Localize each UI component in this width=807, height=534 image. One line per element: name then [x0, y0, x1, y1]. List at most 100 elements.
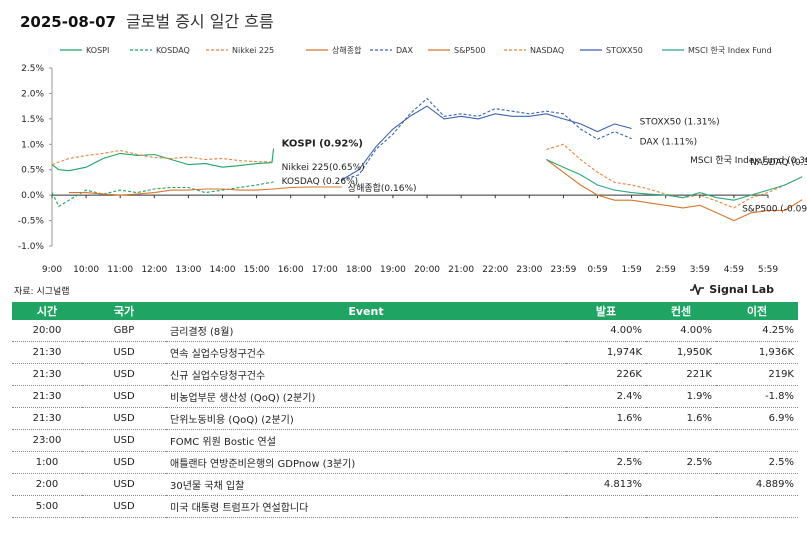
- cell-consensus: 4.00%: [646, 320, 716, 342]
- cell-country: USD: [82, 385, 166, 408]
- cell-actual: 2.5%: [566, 451, 646, 474]
- cell-actual: 1,974K: [566, 341, 646, 364]
- series-end-label: KOSDAQ (0.26%): [282, 177, 359, 187]
- column-header-country: 국가: [82, 302, 166, 320]
- source-note: 자료: 시그널랩: [14, 287, 70, 297]
- cell-event: 비농업부문 생산성 (QoQ) (2분기): [166, 385, 566, 408]
- cell-event: FOMC 위원 Bostic 연설: [166, 429, 566, 452]
- y-tick-label: 0.0%: [21, 191, 44, 201]
- cell-consensus: 1.9%: [646, 385, 716, 408]
- cell-consensus: [646, 495, 716, 518]
- x-tick-label: 3:59: [690, 265, 710, 275]
- cell-previous: 2.5%: [716, 451, 798, 474]
- x-tick-label: 13:00: [175, 265, 201, 275]
- cell-country: USD: [82, 341, 166, 364]
- y-tick-label: 2.5%: [21, 64, 44, 74]
- cell-actual: 1.6%: [566, 407, 646, 430]
- table-row: 21:30 USD 단위노동비용 (QoQ) (2분기) 1.6% 1.6% 6.9%: [12, 407, 798, 430]
- cell-event: 금리결정 (8월): [166, 320, 566, 342]
- table-row: 21:30 USD 비농업부문 생산성 (QoQ) (2분기) 2.4% 1.9% -1.…: [12, 385, 798, 408]
- series-end-label: NASDAQ (0.36%): [750, 158, 807, 168]
- cell-time: 21:30: [12, 363, 82, 386]
- cell-consensus: 1,950K: [646, 341, 716, 364]
- series-end-label: MSCI 한국 Index Fund (0.36%): [690, 155, 807, 166]
- brand-logo: Signal Lab: [690, 283, 774, 296]
- column-header-consensus: 컨센: [646, 302, 716, 320]
- x-tick-label: 17:00: [312, 265, 338, 275]
- x-tick-label: 15:00: [244, 265, 270, 275]
- cell-time: 21:30: [12, 407, 82, 430]
- cell-previous: 6.9%: [716, 407, 798, 430]
- cell-consensus: [646, 473, 716, 496]
- x-tick-label: 0:59: [587, 265, 607, 275]
- x-tick-label: 11:00: [107, 265, 133, 275]
- cell-consensus: [646, 429, 716, 452]
- table-row: 2:00 USD 30년물 국채 입찰 4.813% 4.889%: [12, 473, 798, 496]
- series-end-label: KOSPI (0.92%): [282, 138, 363, 149]
- x-tick-label: 21:00: [448, 265, 474, 275]
- x-tick-label: 18:00: [346, 265, 372, 275]
- cell-previous: [716, 495, 798, 518]
- column-header-actual: 발표: [566, 302, 646, 320]
- table-row: 1:00 USD 애틀랜타 연방준비은행의 GDPnow (3분기) 2.5% 2.5%…: [12, 451, 798, 474]
- series-line: [51, 148, 275, 172]
- y-tick-label: 1.5%: [21, 115, 44, 125]
- legend-entry: KOSDAQ: [156, 46, 190, 55]
- cell-country: USD: [82, 429, 166, 452]
- table-row: 20:00 GBP 금리결정 (8월) 4.00% 4.00% 4.25%: [12, 320, 798, 342]
- table-header-row: 시간 국가 Event 발표 컨센 이전: [12, 302, 798, 320]
- x-tick-label: 19:00: [380, 265, 406, 275]
- cell-time: 23:00: [12, 429, 82, 452]
- x-tick-label: 2:59: [656, 265, 676, 275]
- legend-entry: STOXX50: [606, 46, 643, 55]
- cell-event: 연속 실업수당청구건수: [166, 341, 566, 364]
- source-row: 자료: 시그널랩 Signal Lab: [14, 283, 794, 300]
- legend-entry: MSCI 한국 Index Fund: [688, 46, 772, 55]
- line-chart: 2.5% 2.0% 1.5% 1.0% 0.5% 0.0% -0.5% -1.0% 9:00 10…: [0, 36, 807, 282]
- series-line: [546, 158, 803, 201]
- series-line: [546, 143, 803, 209]
- x-tick-label: 20:00: [414, 265, 440, 275]
- cell-previous: 4.889%: [716, 473, 798, 496]
- x-tick-label: 23:59: [550, 265, 576, 275]
- cell-time: 1:00: [12, 451, 82, 474]
- x-tick-label: 4:59: [724, 265, 744, 275]
- y-tick-label: 2.0%: [21, 89, 44, 99]
- column-header-previous: 이전: [716, 302, 798, 320]
- cell-event: 애틀랜타 연방준비은행의 GDPnow (3분기): [166, 451, 566, 474]
- page-header: 2025-08-07 글로벌 증시 일간 흐름: [20, 8, 274, 32]
- series-line: [341, 97, 632, 181]
- cell-previous: [716, 429, 798, 452]
- legend-entry: 상해종합: [332, 45, 362, 55]
- legend-entry: KOSPI: [86, 46, 109, 55]
- cell-previous: 1,936K: [716, 341, 798, 364]
- y-tick-label: 1.0%: [21, 140, 44, 150]
- table-row: 21:30 USD 연속 실업수당청구건수 1,974K 1,950K 1,936K: [12, 341, 798, 364]
- cell-actual: 4.00%: [566, 320, 646, 342]
- chart-canvas: 2.5% 2.0% 1.5% 1.0% 0.5% 0.0% -0.5% -1.0% 9:00 10…: [18, 45, 807, 275]
- series-line: [341, 105, 632, 181]
- column-header-event: Event: [166, 302, 566, 320]
- cell-event: 신규 실업수당청구건수: [166, 363, 566, 386]
- table-row: 5:00 USD 미국 대통령 트럼프가 연설합니다: [12, 495, 798, 518]
- series-line: [51, 181, 274, 208]
- legend-entry: Nikkei 225: [232, 46, 274, 55]
- series-end-label: DAX (1.11%): [640, 138, 698, 148]
- pulse-icon: [690, 284, 705, 295]
- column-header-time: 시간: [12, 302, 82, 320]
- series-line: [69, 186, 342, 196]
- y-tick-label: -1.0%: [18, 242, 45, 252]
- cell-time: 21:30: [12, 385, 82, 408]
- cell-actual: [566, 429, 646, 452]
- cell-country: USD: [82, 363, 166, 386]
- series-end-label: S&P500 (-0.09%): [742, 205, 807, 215]
- x-tick-label: 12:00: [141, 265, 167, 275]
- cell-actual: 2.4%: [566, 385, 646, 408]
- cell-event: 단위노동비용 (QoQ) (2분기): [166, 407, 566, 430]
- cell-actual: 4.813%: [566, 473, 646, 496]
- cell-previous: 219K: [716, 363, 798, 386]
- x-tick-label: 9:00: [42, 265, 62, 275]
- cell-time: 21:30: [12, 341, 82, 364]
- cell-time: 5:00: [12, 495, 82, 518]
- y-tick-label: 0.5%: [21, 166, 44, 176]
